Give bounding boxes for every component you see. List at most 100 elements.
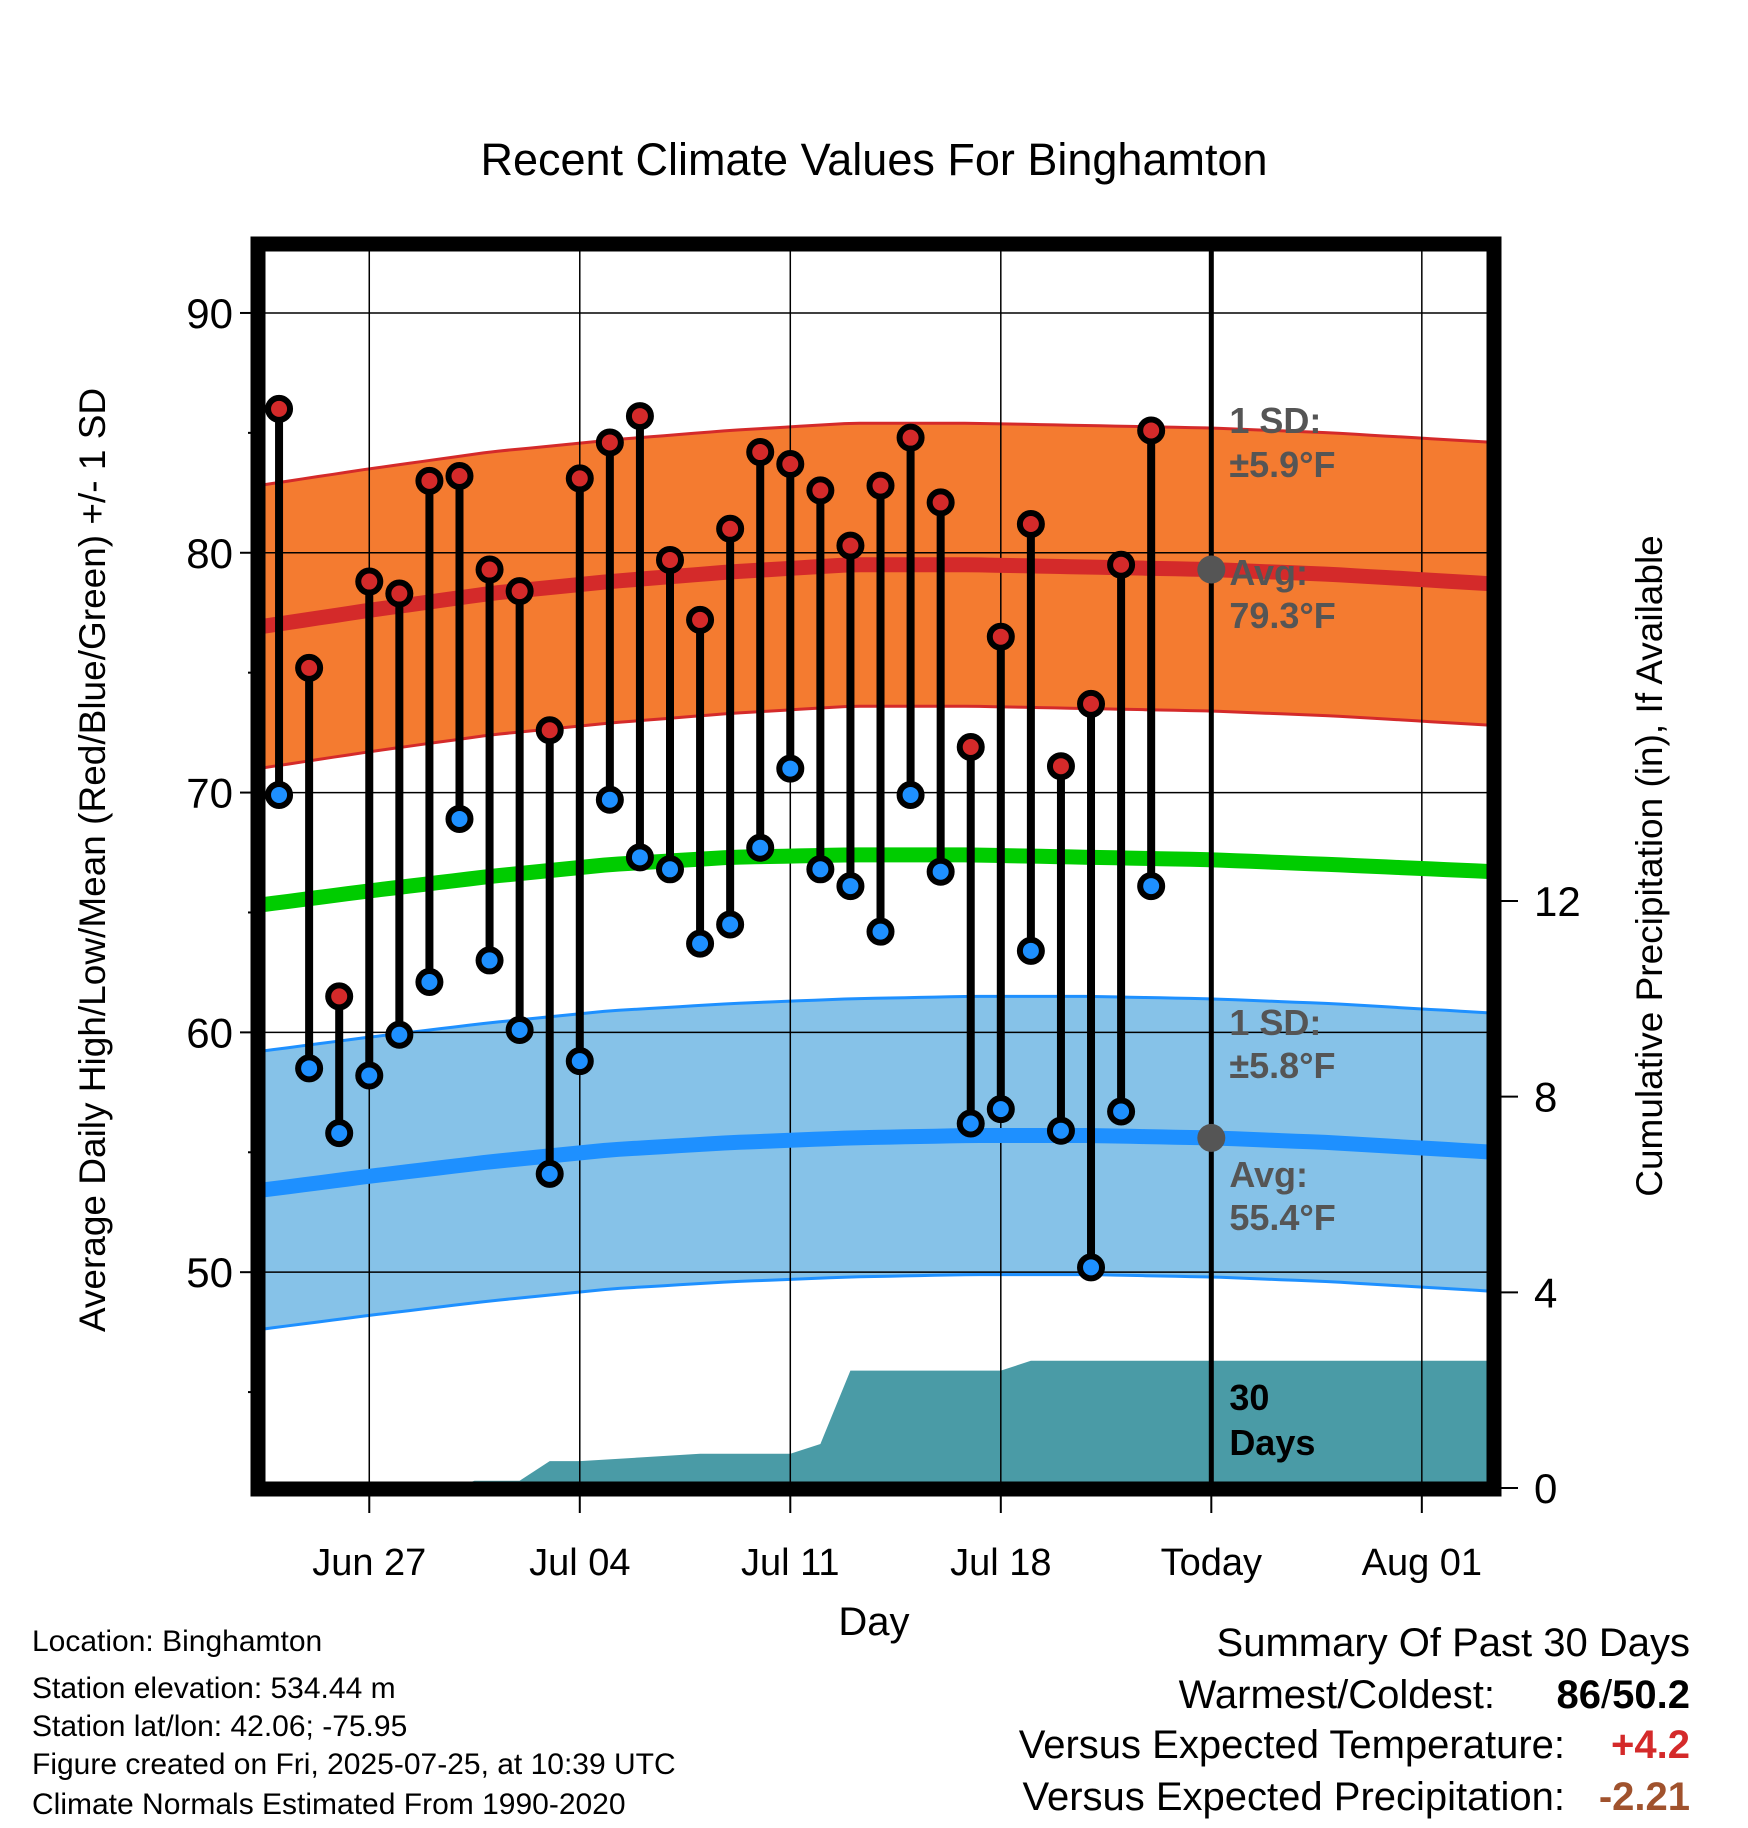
daily-high-point [625,402,654,431]
y2-tick-label: 0 [1534,1465,1557,1512]
coldest-value: 50.2 [1612,1673,1690,1717]
daily-low-point [535,1159,564,1188]
daily-low-point [1107,1097,1136,1126]
cumulative-precip-area [258,1360,1494,1488]
daily-high-point [295,653,324,682]
daily-high-point [1077,689,1106,718]
daily-low-point [415,968,444,997]
y-tick-label: 70 [186,770,233,817]
daily-high-point [896,423,925,452]
daily-high-point [595,428,624,457]
y-tick-label: 80 [186,530,233,577]
summary-title: Summary Of Past 30 Days [1216,1621,1690,1665]
daily-low-point [475,946,504,975]
x-tick-label: Aug 01 [1362,1542,1482,1584]
daily-high-point [686,605,715,634]
daily-high-point [1137,416,1166,445]
today-normal-low-marker [1197,1123,1226,1152]
temperature-departure-label: Versus Expected Temperature: [1018,1723,1565,1767]
precipitation-departure-label: Versus Expected Precipitation: [1022,1775,1565,1819]
daily-high-point [806,476,835,505]
daily-high-point [475,555,504,584]
daily-low-point [445,804,474,833]
daily-high-point [866,471,895,500]
daily-low-point [565,1047,594,1076]
daily-low-point [806,855,835,884]
warmest-value: 86 [1556,1673,1602,1717]
high-sd-upper-edge [258,421,1492,488]
daily-low-point [1170,0,1192,11]
normal-high-line [258,557,1492,635]
precipitation-departure-value: -2.21 [1598,1775,1690,1819]
daily-low-point [956,1109,985,1138]
daily-low-point [746,833,775,862]
daily-low-point [716,910,745,939]
station-location: Location: Binghamton [32,1625,323,1658]
daily-high-point [565,464,594,493]
plot-frame [250,236,1502,1497]
high-sd-value: ±5.9°F [1229,444,1335,485]
daily-low-point [505,1015,534,1044]
daily-high-point [716,514,745,543]
daily-high-point [325,982,354,1011]
normal-low-line [258,1128,1492,1199]
low-sd-value: ±5.8°F [1229,1045,1335,1086]
y-axis-label-left: Average Daily High/Low/Mean (Red/Blue/Gr… [72,388,113,1332]
high-sd-band [258,423,1491,769]
x-tick-label: Jun 27 [312,1542,426,1584]
high-sd-lower-edge [258,704,1492,771]
daily-high-point [956,733,985,762]
chart-title: Recent Climate Values For Binghamton [480,134,1267,185]
x-tick-label: Jul 18 [950,1542,1051,1584]
low-avg-label: Avg: [1229,1154,1308,1195]
daily-high-point [926,488,955,517]
temperature-departure-value: +4.2 [1611,1723,1690,1767]
climate-normals-note: Climate Normals Estimated From 1990-2020 [32,1788,626,1821]
daily-low-point [325,1119,354,1148]
x-axis-label: Day [838,1600,909,1644]
daily-high-point [445,462,474,491]
warmest-coldest-value: 86/50.2 [1557,1675,1690,1715]
low-sd-label: 1 SD: [1229,1002,1321,1043]
daily-high-point [415,466,444,495]
daily-high-point [1170,0,1192,11]
precip-days-label: Days [1229,1422,1315,1463]
daily-high-point [535,716,564,745]
daily-high-point [385,579,414,608]
daily-high-point [746,438,775,467]
high-sd-label: 1 SD: [1229,400,1321,441]
daily-high-point [776,450,805,479]
daily-low-point [986,1095,1015,1124]
daily-low-point [896,780,925,809]
y-tick-label: 60 [186,1009,233,1056]
x-tick-label: Jul 11 [741,1542,840,1584]
y2-tick-label: 12 [1534,878,1581,925]
high-avg-value: 79.3°F [1229,595,1335,636]
daily-high-point [265,394,294,423]
low-sd-lower-edge [258,1273,1492,1332]
y2-tick-label: 4 [1534,1269,1557,1316]
y2-tick-label: 8 [1534,1074,1557,1121]
normal-mean-line [258,847,1492,913]
y-axis-label-right: Cumulative Precipitation (in), If Availa… [1629,535,1670,1197]
daily-high-point [1046,752,1075,781]
daily-high-point [836,531,865,560]
daily-low-point [1046,1116,1075,1145]
warmest-coldest-separator: / [1601,1673,1613,1717]
daily-high-point [1107,550,1136,579]
daily-low-point [686,929,715,958]
station-elevation: Station elevation: 534.44 m [32,1672,396,1705]
daily-low-point [1016,936,1045,965]
daily-high-point [355,567,384,596]
daily-low-point [1077,1253,1106,1282]
daily-low-point [625,843,654,872]
warmest-coldest-label: Warmest/Coldest: [1178,1673,1495,1717]
daily-low-point [836,872,865,901]
x-tick-label: Today [1161,1542,1262,1584]
daily-low-point [355,1061,384,1090]
daily-high-point [1016,509,1045,538]
low-sd-upper-edge [258,994,1492,1054]
y-tick-label: 90 [186,290,233,337]
